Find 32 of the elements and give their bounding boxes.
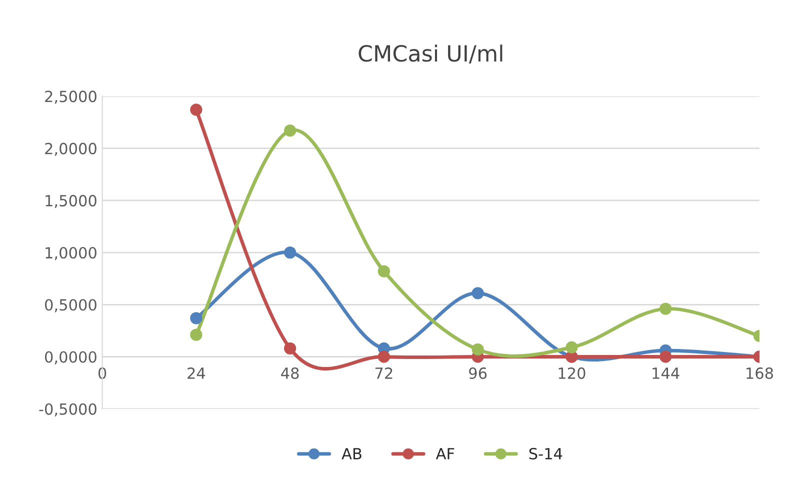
x-tick-label: 144 — [652, 368, 680, 379]
y-tick-label: 1,0000 — [46, 246, 96, 260]
point — [378, 350, 390, 363]
point — [284, 342, 296, 354]
y-tick-label: 0,5000 — [45, 299, 96, 312]
point — [472, 287, 484, 300]
point — [378, 265, 390, 278]
y-tick-label: 1,5000 — [46, 194, 96, 208]
x-tick-label: 48 — [281, 367, 299, 379]
point — [660, 302, 672, 315]
x-tick-label: 120 — [558, 367, 586, 379]
y-tick-label: -0,5000 — [39, 403, 96, 416]
point — [190, 312, 202, 324]
x-tick-label: 72 — [375, 367, 392, 379]
y-tick-label: 2,0000 — [45, 142, 96, 156]
point — [472, 343, 484, 356]
point — [660, 350, 672, 363]
x-tick-label: 96 — [469, 367, 487, 379]
legend-label: AB — [342, 448, 362, 460]
x-tick-label: 24 — [188, 367, 206, 379]
y-tick-label: 2,5000 — [45, 90, 96, 104]
x-tick-label: 0 — [98, 367, 106, 379]
point — [284, 124, 296, 137]
x-tick-label: 168 — [746, 367, 773, 379]
point — [190, 328, 202, 341]
point — [190, 104, 202, 116]
y-tick-label: 0,0000 — [45, 351, 96, 364]
point — [566, 341, 578, 354]
legend-label: AF — [436, 448, 454, 460]
legend-label: S-14 — [529, 448, 562, 460]
chart-title: CMCasi UI/ml — [358, 44, 502, 64]
point — [284, 246, 296, 259]
